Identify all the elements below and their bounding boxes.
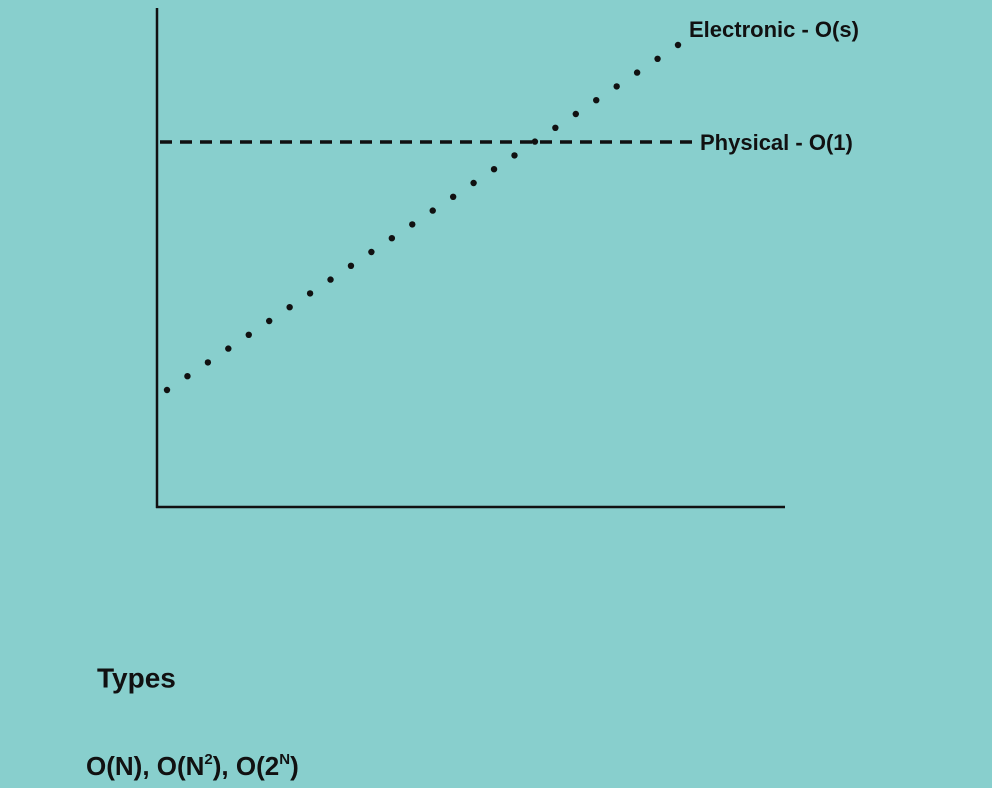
types-sup: N	[279, 751, 290, 768]
line-label: Electronic - O(s)	[689, 17, 859, 42]
types-sup: 2	[204, 751, 212, 768]
dot	[633, 69, 641, 76]
dot	[266, 317, 273, 325]
dot	[409, 221, 416, 228]
types-heading: Types	[97, 662, 176, 693]
dot	[674, 41, 682, 49]
dot	[511, 152, 518, 159]
types-text: ), O(2	[213, 751, 279, 781]
dot	[470, 179, 477, 187]
dot	[368, 248, 375, 256]
dot	[572, 110, 579, 118]
types-text: )	[290, 751, 299, 781]
dot	[306, 290, 314, 297]
dot	[552, 124, 559, 131]
dot	[490, 166, 498, 173]
dot	[327, 276, 334, 283]
types-text: O(N), O(N	[86, 751, 204, 781]
dot	[163, 386, 171, 394]
dot	[654, 55, 661, 62]
dot	[225, 345, 232, 352]
dot	[286, 304, 293, 311]
line-label: Physical - O(1)	[700, 130, 853, 155]
dot	[429, 207, 436, 214]
dot	[347, 262, 355, 269]
dot	[204, 359, 212, 366]
dot	[531, 138, 539, 145]
dot	[184, 373, 191, 380]
types-list: O(N), O(N2), O(2N)	[86, 751, 299, 781]
dot	[593, 97, 600, 104]
dot	[388, 235, 396, 242]
dot	[449, 193, 457, 200]
dot	[245, 331, 252, 338]
dot	[613, 83, 620, 90]
electronic-line	[163, 41, 682, 394]
